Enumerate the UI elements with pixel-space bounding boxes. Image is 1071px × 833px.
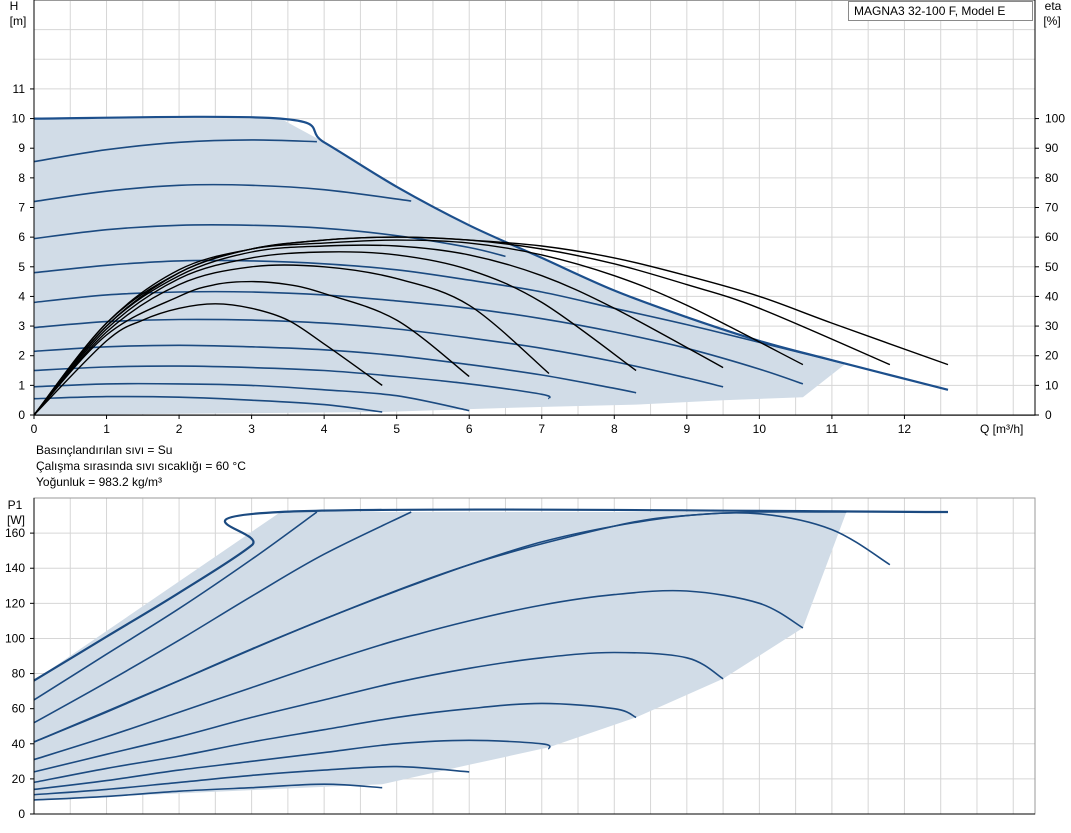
power-operating-area [34,512,847,800]
efficiency-curve [33,303,383,416]
x-tick-label: 9 [683,422,690,436]
eta-tick-label: 80 [1045,171,1059,185]
head-operating-area [34,118,847,415]
head-tick-label: 7 [18,201,25,215]
head-axis-title: H [10,0,19,13]
eta-tick-label: 20 [1045,349,1059,363]
power-curve [33,511,412,724]
head-curve [33,259,847,365]
power-tick-label: 60 [12,702,26,716]
efficiency-curve [33,236,949,416]
head-curve [33,382,470,412]
eta-tick-label: 100 [1045,112,1065,126]
model-label: MAGNA3 32-100 F, Model E [848,1,1033,21]
power-curve [33,511,891,743]
eta-tick-label: 60 [1045,230,1059,244]
x-tick-label: 12 [898,422,912,436]
power-tick-label: 80 [12,667,26,681]
eta-tick-label: 0 [1045,408,1052,422]
axes-layer: 0 1 2 3 4 5 6 7 8 9 10 11 12012345678910110102030405… [5,0,1065,821]
head-axis-unit: [m] [10,14,27,28]
power-axis-title: P1 [8,498,23,512]
head-curve [33,365,551,400]
x-tick-label: 10 [753,422,767,436]
head-tick-label: 3 [18,319,25,333]
power-curve [33,651,724,773]
eta-tick-label: 50 [1045,260,1059,274]
efficiency-curve [33,264,550,416]
eta-tick-label: 40 [1045,289,1059,303]
curves-layer [33,115,949,801]
power-tick-label: 160 [5,526,25,540]
power-tick-label: 40 [12,737,26,751]
temperature-note: Çalışma sırasında sıvı sıcaklığı = 60 °C [36,459,246,473]
efficiency-curve [33,244,724,416]
x-tick-label: 5 [393,422,400,436]
head-tick-label: 8 [18,171,25,185]
x-tick-label: 0 [31,422,38,436]
power-curve [33,765,470,796]
density-note: Yoğunluk = 983.2 kg/m³ [36,475,162,489]
head-curve [33,318,724,388]
eta-axis-unit: [%] [1043,14,1060,28]
head-curve [33,139,317,163]
head-tick-label: 1 [18,378,25,392]
head-tick-label: 2 [18,349,25,363]
eta-tick-label: 70 [1045,201,1059,215]
head-tick-label: 0 [18,408,25,422]
eta-tick-label: 30 [1045,319,1059,333]
power-tick-label: 100 [5,631,25,645]
power-tick-label: 120 [5,596,25,610]
efficiency-curve [33,239,804,416]
x-tick-label: 3 [248,422,255,436]
flow-axis-title: Q [m³/h] [980,422,1023,436]
x-tick-label: 8 [611,422,618,436]
head-tick-label: 10 [12,112,26,126]
power-curve [33,589,804,761]
power-curve [33,739,551,791]
x-tick-label: 11 [826,422,839,436]
power-tick-label: 20 [12,772,26,786]
operating-area-layer [34,118,847,800]
head-curve [33,183,412,203]
max-head-curve [33,115,949,391]
power-axis-unit: [W] [7,513,25,527]
x-tick-label: 4 [321,422,328,436]
efficiency-curve [33,251,637,416]
x-tick-label: 6 [466,422,473,436]
power-curve [33,511,318,701]
x-tick-label: 1 [103,422,110,436]
fluid-note: Basınçlandırılan sıvı = Su [36,443,173,457]
head-tick-label: 9 [18,141,25,155]
head-curve [33,395,383,413]
power-curve [33,783,383,801]
x-tick-label: 7 [538,422,545,436]
eta-tick-label: 90 [1045,141,1059,155]
eta-tick-label: 10 [1045,378,1059,392]
head-tick-label: 4 [18,289,25,303]
power-curve [33,702,637,784]
x-tick-label: 2 [176,422,183,436]
power-tick-label: 140 [5,561,25,575]
head-curve [33,344,637,394]
power-tick-label: 0 [18,807,25,821]
power-curve [33,508,949,682]
eta-axis-title: eta [1045,0,1062,13]
efficiency-curve [33,280,470,416]
head-tick-label: 5 [18,260,25,274]
head-tick-label: 11 [13,82,26,96]
head-curve [33,224,506,258]
head-tick-label: 6 [18,230,25,244]
